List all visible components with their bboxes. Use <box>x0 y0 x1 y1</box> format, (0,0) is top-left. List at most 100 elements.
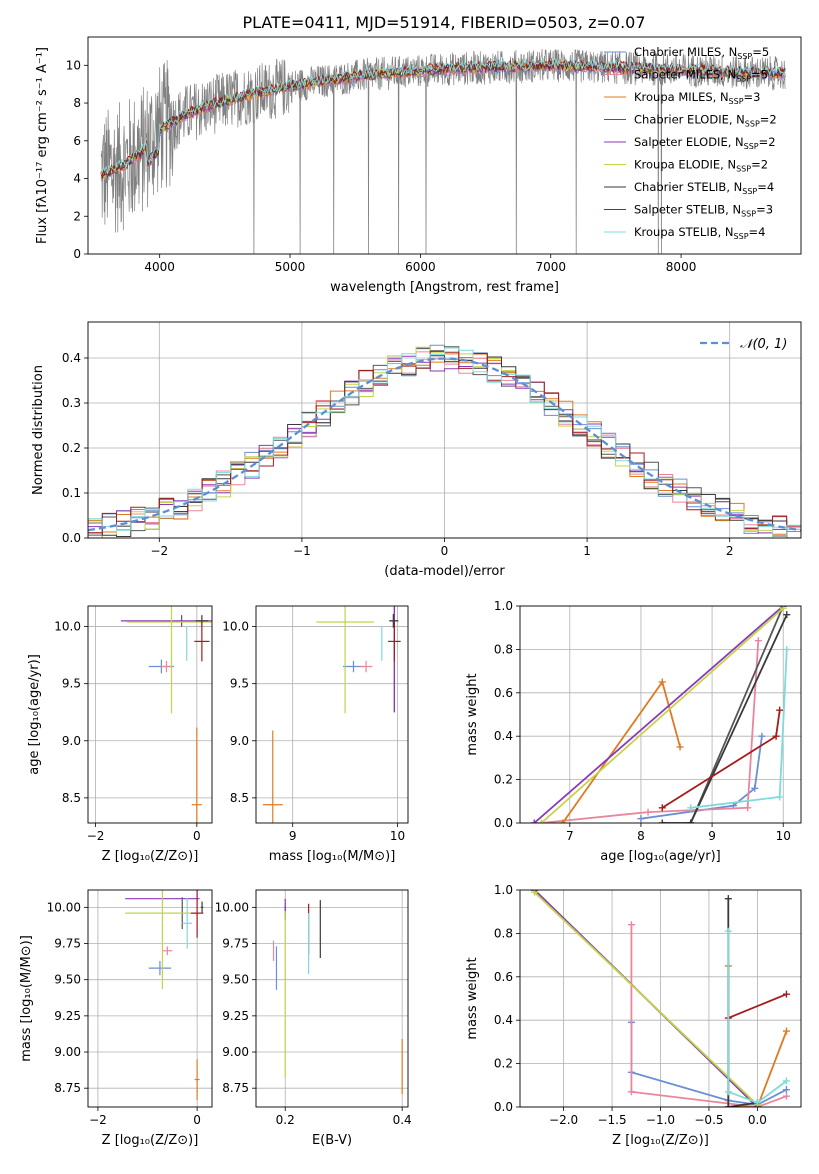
legend-entry-count: =2 <box>759 135 776 149</box>
mass-weight-marker <box>754 637 762 645</box>
legend-entry-count: =3 <box>756 203 773 217</box>
mass-vs-Z-ytick-label: 9.25 <box>54 1009 81 1023</box>
residual-histogram-step <box>88 347 801 538</box>
residuals-ytick-label: 0.3 <box>62 396 81 410</box>
spectrum-ytick-label: 0 <box>73 247 81 261</box>
figure-title: PLATE=0411, MJD=51914, FIBERID=0503, z=0… <box>242 13 645 32</box>
mass-vs-EBV-xtick-label: 0.2 <box>276 1113 295 1127</box>
mass-weight-marker <box>783 611 791 619</box>
residuals-plot <box>88 344 801 538</box>
mass-weight-marker <box>758 732 766 740</box>
massweight-vs-Z-xtick-label: −1.0 <box>646 1113 675 1127</box>
age-vs-Z-xlabel: Z [log₁₀(Z/Z⊙)] <box>102 849 199 864</box>
massweight-vs-age-ylabel: mass weight <box>465 673 480 755</box>
mass-weight-marker <box>687 819 695 823</box>
mass-weight-marker <box>782 990 790 998</box>
mass-weight-marker <box>676 743 684 751</box>
massweight-vs-age-ytick-label: 0.4 <box>494 729 513 743</box>
residuals-ytick-label: 0.1 <box>62 486 81 500</box>
age-vs-mass-axes: 9 10 8.5 9.0 9.5 10.0 <box>222 606 408 843</box>
legend-entry-text: Kroupa ELODIE, N <box>634 158 736 172</box>
mass-weight-marker <box>744 804 752 812</box>
mass-weight-line <box>540 607 784 823</box>
massweight-vs-age-axes: 7 8 9 10 0.0 0.2 0.4 0.6 0.8 1.0 <box>494 599 801 843</box>
massweight-vs-age-plot <box>530 606 791 823</box>
legend-entry-label: Salpeter STELIB, NSSP=3 <box>634 203 773 219</box>
spectrum-xtick-label: 8000 <box>666 260 697 274</box>
spectrum-xlabel: wavelength [Angstrom, rest frame] <box>330 280 559 295</box>
mass-vs-Z-grid <box>88 890 212 1107</box>
mass-vs-EBV-ytick-label: 9.75 <box>222 937 249 951</box>
age-vs-mass-xlabel: mass [log₁₀(M/M⊙)] <box>269 849 396 864</box>
age-vs-Z-ytick-label: 10.0 <box>54 620 81 634</box>
mass-weight-line <box>533 891 759 1106</box>
legend-entry-subscript: SSP <box>741 210 756 219</box>
mass-weight-marker <box>637 815 645 823</box>
legend-entry-label: Chabrier MILES, NSSP=5 <box>634 45 769 61</box>
massweight-vs-Z-ytick-label: 0.2 <box>494 1057 513 1071</box>
age-vs-Z-ytick-label: 9.0 <box>62 734 81 748</box>
massweight-vs-age-ytick-label: 0.2 <box>494 773 513 787</box>
mass-vs-EBV-ytick-label: 8.75 <box>222 1081 249 1095</box>
model-spectrum-line <box>100 58 786 178</box>
residuals-xtick-label: 0 <box>441 544 449 558</box>
mass-vs-Z-ytick-label: 9.50 <box>54 973 81 987</box>
mass-weight-marker <box>782 1092 790 1100</box>
mass-vs-EBV-frame <box>255 889 409 1108</box>
residuals-axes: −2 −1 0 1 2 0.0 0.1 0.2 0.3 0.4 <box>62 322 801 558</box>
massweight-vs-Z-ytick-label: 0.4 <box>494 1013 513 1027</box>
age-vs-Z-grid <box>88 606 212 823</box>
mass-vs-Z-axes: −2 0 8.75 9.00 9.25 9.50 9.75 10.00 <box>47 890 212 1127</box>
spectrum-ytick-label: 2 <box>73 209 81 223</box>
legend-entry-count: =4 <box>749 225 766 239</box>
mass-weight-marker <box>753 1099 761 1107</box>
age-vs-mass-ytick-label: 9.0 <box>230 734 249 748</box>
mass-weight-marker <box>658 804 666 812</box>
massweight-vs-Z-xtick-label: −0.5 <box>694 1113 723 1127</box>
age-vs-Z-ylabel: age [log₁₀(age/yr)] <box>27 654 42 775</box>
massweight-vs-age-xtick-label: 8 <box>637 829 645 843</box>
mass-vs-EBV-ytick-label: 9.00 <box>222 1045 249 1059</box>
legend-entry-text: Kroupa MILES, N <box>634 90 729 104</box>
residuals-legend-label: 𝒩(0, 1) <box>740 337 787 352</box>
mass-vs-Z-ytick-label: 8.75 <box>54 1081 81 1095</box>
normal-distribution-curve <box>88 357 801 532</box>
mass-vs-Z-ytick-label: 9.75 <box>54 937 81 951</box>
age-vs-mass-plot <box>262 606 401 823</box>
legend-entry-subscript: SSP <box>737 52 752 61</box>
mass-weight-marker <box>644 808 652 816</box>
mass-weight-marker <box>776 706 784 714</box>
legend-entry-text: Salpeter ELODIE, N <box>634 135 744 149</box>
mass-vs-Z-ytick-label: 9.00 <box>54 1045 81 1059</box>
mass-weight-marker <box>782 1077 790 1085</box>
mass-vs-Z-plot <box>125 890 204 1100</box>
massweight-vs-age-ytick-label: 1.0 <box>494 599 513 613</box>
age-vs-mass-grid <box>256 606 408 823</box>
age-vs-mass-frame <box>255 605 409 824</box>
mass-vs-EBV-xtick-label: 0.4 <box>393 1113 412 1127</box>
legend-entry-label: Salpeter ELODIE, NSSP=2 <box>634 135 776 151</box>
mass-weight-marker <box>776 793 784 801</box>
age-vs-Z-ytick-label: 9.5 <box>62 677 81 691</box>
massweight-vs-age-frame <box>519 605 802 824</box>
model-spectrum-line <box>100 57 786 175</box>
legend-entry-subscript: SSP <box>729 97 744 106</box>
mass-weight-marker <box>724 1103 732 1107</box>
spectrum-xtick-label: 7000 <box>535 260 566 274</box>
mass-vs-Z-xlabel: Z [log₁₀(Z/Z⊙)] <box>102 1133 199 1148</box>
legend-entry-subscript: SSP <box>744 142 759 151</box>
residuals-xtick-label: −2 <box>150 544 168 558</box>
massweight-vs-Z-ytick-label: 0.0 <box>494 1100 513 1114</box>
legend-entry-text: Chabrier STELIB, N <box>634 180 742 194</box>
legend-entry-count: =3 <box>744 90 761 104</box>
mass-weight-marker <box>772 732 780 740</box>
legend-entry-subscript: SSP <box>745 120 760 129</box>
mass-vs-EBV-xlabel: E(B-V) <box>312 1133 352 1148</box>
legend-entry-text: Kroupa STELIB, N <box>634 225 734 239</box>
spectrum-frame <box>87 36 802 255</box>
mass-vs-EBV-ytick-label: 10.00 <box>215 900 249 914</box>
residuals-xtick-label: 1 <box>583 544 591 558</box>
mass-weight-line <box>640 736 763 820</box>
massweight-vs-Z-ytick-label: 1.0 <box>494 883 513 897</box>
